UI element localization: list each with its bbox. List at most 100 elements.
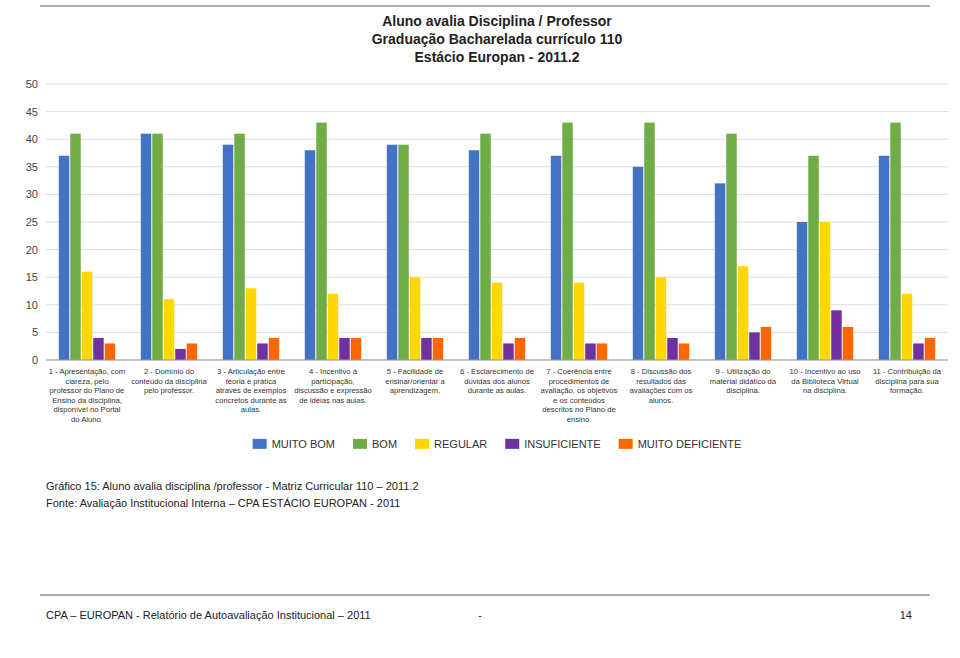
legend-swatch [505,439,519,449]
x-tick-label-line: avaliação, os objetivos [541,386,618,395]
legend-label: MUITO DEFICIENTE [638,438,742,450]
x-tick-label: 3 - Articulação entreteoria e práticaatr… [215,367,287,414]
x-tick-label-line: Ensino da disciplina, [52,396,122,405]
annotations: Gráfico 15: Aluno avalia disciplina /pro… [46,480,912,621]
y-tick-label: 20 [26,244,38,256]
legend-item: MUITO BOM [253,438,335,450]
y-tick-label: 35 [26,161,38,173]
x-tick-label-line: procedimentos de [549,377,610,386]
x-tick-label: 9 - Utilização domaterial didático dadis… [710,367,777,395]
bar [269,338,279,360]
bar [305,150,315,360]
legend-swatch [253,439,267,449]
x-tick-label-line: de idéias nas aulas. [299,396,367,405]
x-tick-label-line: aprendizagem. [390,386,441,395]
title: Aluno avalia Disciplina / Professor Gradu… [372,13,623,65]
bar [644,123,654,360]
grid-line [46,84,948,85]
bar [234,134,244,360]
page-border [40,6,930,7]
x-tick-label-line: 5 - Facilidade de [387,367,444,376]
bar [797,222,807,360]
bar [633,167,643,360]
bar [141,134,151,360]
title-line: Aluno avalia Disciplina / Professor [382,13,612,29]
bar [246,288,256,360]
bar [738,266,748,360]
grid-line [46,360,948,361]
bar [679,343,689,360]
x-tick-label-line: durante as aulas. [468,386,527,395]
x-tick-label-line: conteúdo da disciplina [131,377,207,386]
grid [46,84,948,360]
y-tick-label: 10 [26,299,38,311]
bar [808,156,818,360]
bar [562,123,572,360]
x-tick-label-line: 11 - Contribuição da [873,367,942,376]
bar [351,338,361,360]
bar [187,343,197,360]
x-tick-label: 7 - Coerência entreprocedimentos deavali… [541,367,618,424]
x-tick-label-line: 1 - Apresentação, com [49,367,125,376]
x-tick-label-line: teoria e prática [226,377,277,386]
bar [59,156,69,360]
x-tick-label-line: alunos. [649,396,674,405]
legend-item: BOM [353,438,397,450]
y-tick-label: 0 [32,354,38,366]
legend-label: REGULAR [434,438,487,450]
x-tick-label: 8 - Discussão dosresultados dasavaliaçõe… [630,367,693,405]
x-tick-label-line: professor do Plano de [50,386,125,395]
y-tick-label: 5 [32,326,38,338]
bar [597,343,607,360]
y-tick-label: 50 [26,78,38,90]
bar [223,145,233,360]
x-tick-label-line: na disciplina. [803,386,847,395]
bar [93,338,103,360]
x-tick-label: 6 - Esclarecimento dedúvidas dos alunosd… [460,367,534,395]
x-tick-label-line: 4 - Incentivo à [309,367,358,376]
bar [715,183,725,360]
bar [480,134,490,360]
footnote: Gráfico 15: Aluno avalia disciplina /pro… [46,480,419,492]
x-tick-label-line: participação, [311,377,354,386]
footer-separator [40,595,930,596]
x-tick-label-line: resultados das [636,377,686,386]
bar [667,338,677,360]
bar [515,338,525,360]
bar [387,145,397,360]
legend-label: INSUFICIENTE [524,438,600,450]
bar [761,327,771,360]
x-tick-label: 10 - Incentivo ao usoda Biblioteca Virtu… [790,367,861,395]
x-tick-label-line: dúvidas dos alunos [464,377,530,386]
bar [339,338,349,360]
bar [105,343,115,360]
legend-label: MUITO BOM [272,438,335,450]
footnote: Fonte: Avaliação Institucional Interna –… [46,497,400,509]
x-tick-label-line: 10 - Incentivo ao uso [790,367,861,376]
footer-right: 14 [900,609,912,621]
x-tick-label-line: clareza, pelo [65,377,108,386]
bar [890,123,900,360]
bar [82,272,92,360]
bar [503,343,513,360]
y-tick-label: 30 [26,188,38,200]
y-tick-label: 15 [26,271,38,283]
x-tick-label-line: aulas. [241,405,261,414]
bar [410,277,420,360]
x-tick-label: 11 - Contribuição dadisciplina para suaf… [873,367,942,395]
x-tick-label-line: pelo professor. [144,386,194,395]
title-line: Graduação Bacharelada currículo 110 [372,31,623,47]
legend-swatch [619,439,633,449]
bar [902,294,912,360]
bar [70,134,80,360]
legend-swatch [415,439,429,449]
legend-item: MUITO DEFICIENTE [619,438,742,450]
x-tick-label-line: discussão e expressão [294,386,372,395]
legend-item: INSUFICIENTE [505,438,600,450]
bar [879,156,889,360]
bar [551,156,561,360]
grid-line [46,111,948,112]
x-tick-label-line: 6 - Esclarecimento de [460,367,534,376]
x-axis-line [46,360,948,361]
bar [152,134,162,360]
